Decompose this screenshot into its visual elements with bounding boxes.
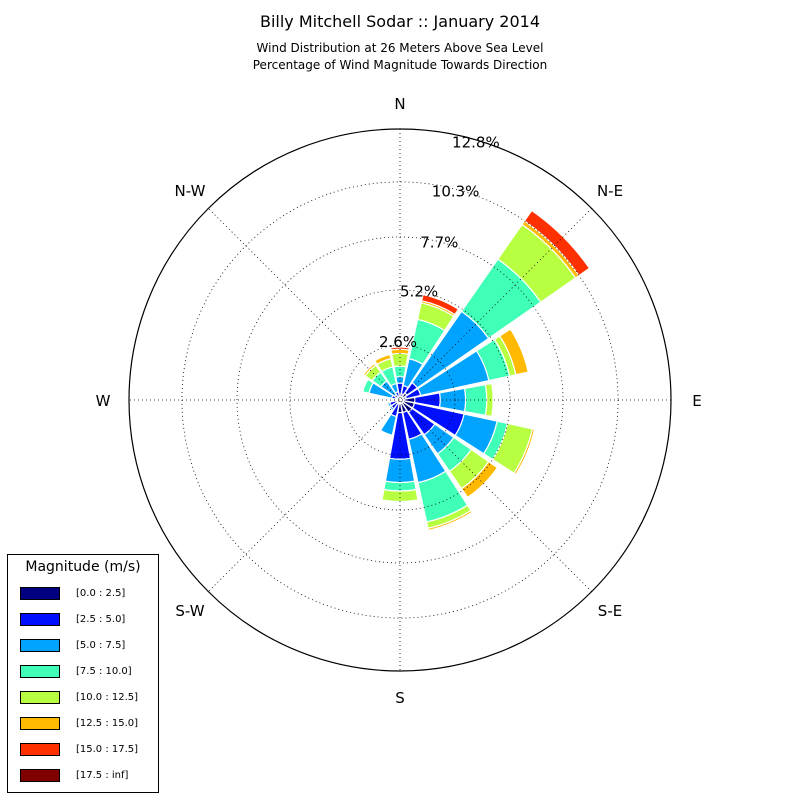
legend-label: [12.5 : 15.0] xyxy=(76,718,139,729)
legend-swatch xyxy=(20,769,60,782)
direction-label-s: S xyxy=(395,689,405,707)
radial-tick-label-4: 12.8% xyxy=(452,134,500,152)
wind-rose-bars xyxy=(362,209,591,532)
windrose-bar-315-bin-5 xyxy=(362,362,377,377)
windrose-bar-22.5-bin-6 xyxy=(420,293,460,316)
radial-tick-label-1: 5.2% xyxy=(400,282,438,300)
legend-label: [7.5 : 10.0] xyxy=(76,666,132,677)
legend-label: [17.5 : inf] xyxy=(76,770,129,781)
direction-label-s-w: S-W xyxy=(175,602,204,620)
chart-legend: Magnitude (m/s) [0.0 : 2.5] [2.5 : 5.0] [5… xyxy=(7,554,159,793)
chart-title: Billy Mitchell Sodar :: January 2014 xyxy=(259,12,541,31)
legend-swatch xyxy=(20,743,60,756)
legend-swatch xyxy=(20,613,60,626)
windrose-bar-0-bin-3 xyxy=(393,365,407,378)
legend-swatch xyxy=(20,639,60,652)
windrose-bar-247.5-bin-2 xyxy=(386,401,392,408)
radial-tick-label-0: 2.6% xyxy=(379,333,417,351)
windrose-bar-202.5-bin-2 xyxy=(379,413,398,436)
windrose-bar-0-bin-4 xyxy=(391,352,409,368)
chart-subtitle-line-2: Percentage of Wind Magnitude Towards Dir… xyxy=(252,58,548,72)
legend-swatch xyxy=(20,665,60,678)
windrose-bar-0-bin-6 xyxy=(389,346,411,351)
windrose-bar-157.5-bin-5 xyxy=(427,509,473,532)
legend-swatch xyxy=(20,691,60,704)
direction-label-s-e: S-E xyxy=(598,602,622,620)
windrose-bar-337.5-bin-5 xyxy=(374,353,392,366)
direction-label-n: N xyxy=(394,95,405,113)
outer-ring xyxy=(128,128,672,672)
windrose-bar-90-bin-4 xyxy=(484,382,494,418)
legend-label: [15.0 : 17.5] xyxy=(76,744,139,755)
radial-tick-label-3: 10.3% xyxy=(432,183,480,201)
windrose-bar-90-bin-2 xyxy=(438,387,467,413)
windrose-bar-135-bin-5 xyxy=(460,460,499,499)
legend-label: [0.0 : 2.5] xyxy=(76,588,126,599)
legend-swatch xyxy=(20,587,60,600)
windrose-bar-45-bin-6 xyxy=(523,209,591,277)
grid-circle-0 xyxy=(344,344,456,456)
legend-swatch xyxy=(20,717,60,730)
legend-label: [5.0 : 7.5] xyxy=(76,640,126,651)
legend-title: Magnitude (m/s) xyxy=(25,559,141,575)
radial-tick-label-2: 7.7% xyxy=(420,233,458,251)
windrose-bar-180-bin-4 xyxy=(381,488,419,503)
windrose-bar-112.5-bin-5 xyxy=(513,428,536,476)
windrose-bar-292.5-bin-3 xyxy=(362,378,375,394)
grid-circle-2 xyxy=(236,236,564,564)
polar-labels: 2.6% 5.2% 7.7% 10.3% 12.8% N N-E E S-E S S-W W N-W xyxy=(96,95,702,707)
legend-label: [2.5 : 5.0] xyxy=(76,614,126,625)
polar-grid xyxy=(128,128,672,672)
direction-label-e: E xyxy=(692,392,701,410)
direction-label-w: W xyxy=(96,392,111,410)
direction-label-n-e: N-E xyxy=(597,182,623,200)
direction-label-n-w: N-W xyxy=(175,182,206,200)
windrose-bar-90-bin-3 xyxy=(463,383,488,417)
chart-subtitle-line-1: Wind Distribution at 26 Meters Above Sea… xyxy=(256,41,544,55)
legend-label: [10.0 : 12.5] xyxy=(76,692,139,703)
windrose-bar-67.5-bin-5 xyxy=(498,328,529,376)
